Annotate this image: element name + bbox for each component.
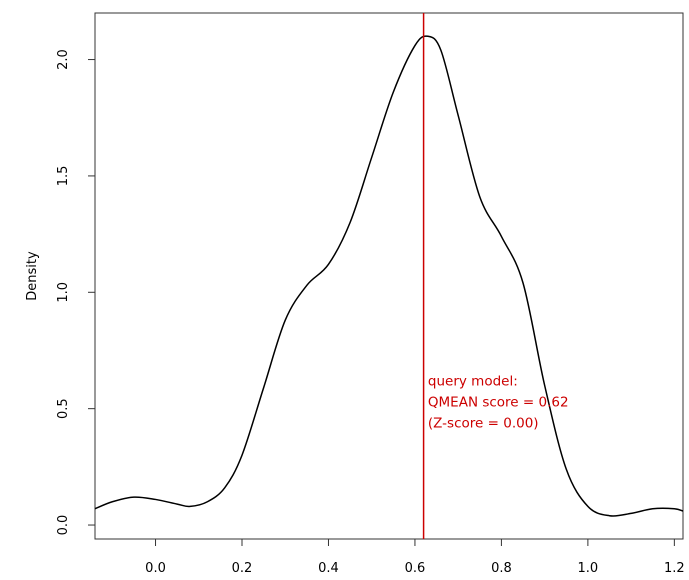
annotation-line: (Z-score = 0.00) (428, 415, 539, 431)
plot-frame (94, 12, 684, 540)
y-tick-label: 1.5 (56, 166, 71, 187)
x-tick-label: 0.4 (318, 561, 339, 576)
y-tick-label: 0.0 (56, 515, 71, 536)
x-tick-label: 1.0 (578, 561, 599, 576)
x-tick-label: 0.0 (145, 561, 166, 576)
y-tick-label: 0.5 (56, 398, 71, 419)
annotation: query model: QMEAN score = 0.62 (Z-score =… (428, 373, 569, 431)
y-axis-title: Density (25, 251, 40, 301)
annotation-line: query model: (428, 373, 518, 389)
x-tick-label: 0.2 (232, 561, 253, 576)
x-tick-label: 0.6 (405, 561, 426, 576)
y-tick-label: 1.0 (56, 282, 71, 303)
plot-area (94, 13, 684, 539)
density-curve (94, 35, 684, 517)
x-tick-label: 0.8 (491, 561, 512, 576)
x-tick-label: 1.2 (664, 561, 685, 576)
annotation-line: QMEAN score = 0.62 (428, 394, 569, 410)
y-tick-label: 2.0 (56, 49, 71, 70)
x-axis: 0.0 0.2 0.4 0.6 0.8 1.0 1.2 (145, 539, 685, 576)
y-axis: 0.0 0.5 1.0 1.5 2.0 (56, 49, 95, 535)
